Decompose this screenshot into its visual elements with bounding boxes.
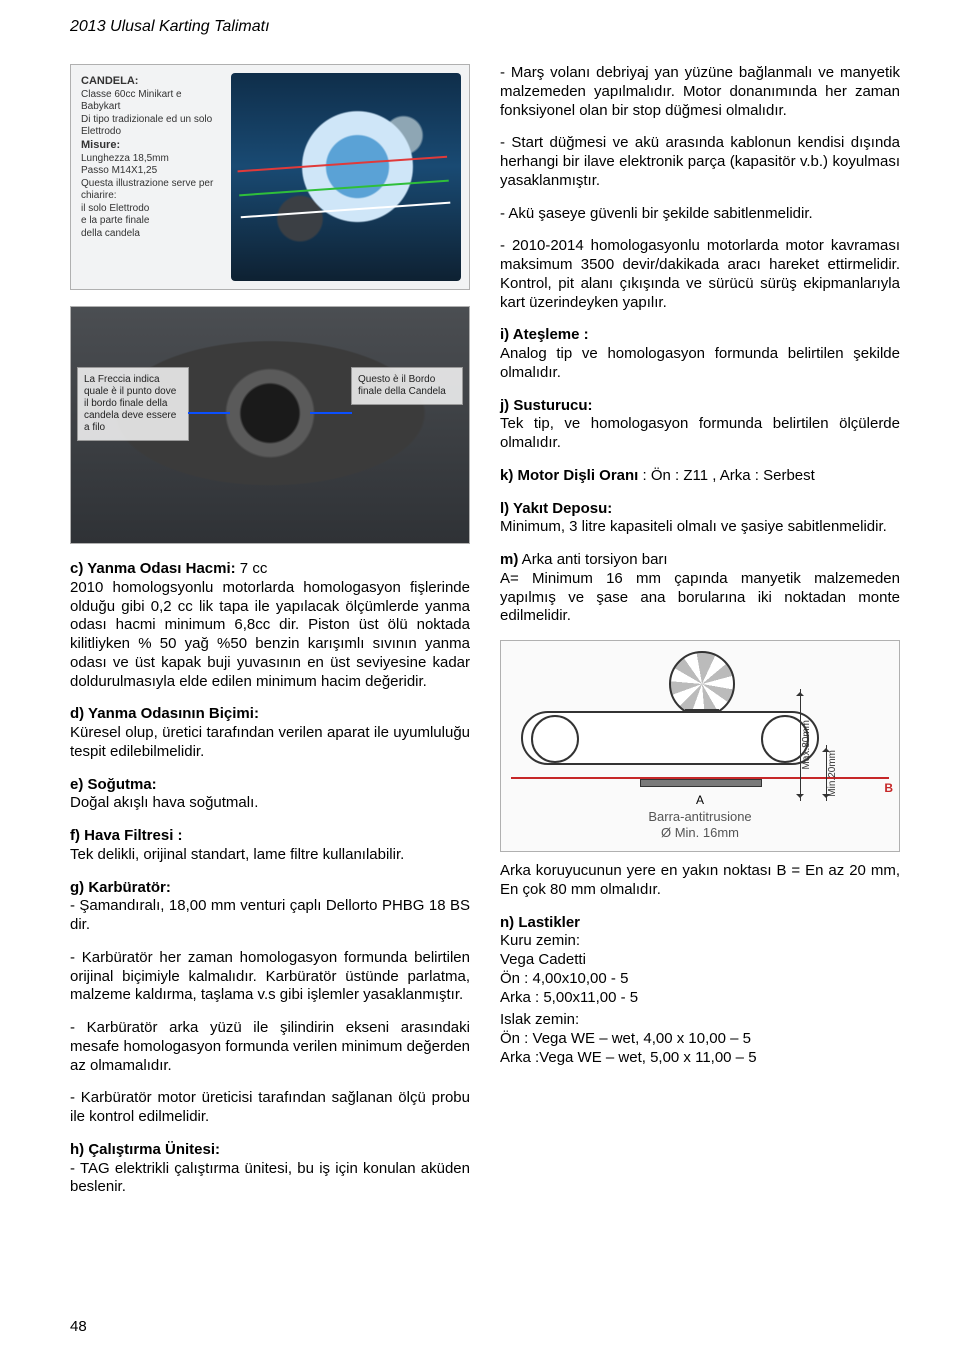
section-l-body: Minimum, 3 litre kapasiteli olmalı ve şa… [500, 518, 887, 535]
n-dry1: Vega Cadetti [500, 951, 586, 968]
section-h: h) Çalıştırma Ünitesi: - TAG elektrikli … [70, 1141, 470, 1197]
section-g-p3: - Karbüratör motor üreticisi tarafından … [70, 1089, 470, 1127]
tech-dimensions: Max.80mm Min.20mm [825, 665, 893, 785]
section-j: j) Susturucu: Tek tip, ve homologasyon f… [500, 397, 900, 453]
fig1-line7: il solo Elettrodo [81, 203, 149, 214]
figure-candela-image [231, 73, 461, 281]
section-f: f) Hava Filtresi : Tek delikli, orijinal… [70, 827, 470, 865]
section-g-p1: - Karbüratör her zaman homologasyon form… [70, 949, 470, 1005]
n-wet1: Ön : Vega WE – wet, 4,00 x 10,00 – 5 [500, 1030, 751, 1047]
fig1-line6: Questa illustrazione serve per chiarire: [81, 178, 213, 202]
figure-candela-caption: CANDELA: Classe 60cc Minikart e Babykart… [81, 75, 221, 240]
section-i-body: Analog tip ve homologasyon formunda beli… [500, 345, 900, 381]
section-i: i) Ateşleme : Analog tip ve homologasyon… [500, 326, 900, 382]
tech-dim-min: Min.20mm [826, 745, 893, 801]
fig1-line2: Di tipo tradizionale ed un solo Elettrod… [81, 114, 212, 138]
n-wet2: Arka :Vega WE – wet, 5,00 x 11,00 – 5 [500, 1049, 757, 1066]
section-h-body: - TAG elektrikli çalıştırma ünitesi, bu … [70, 1160, 470, 1196]
fig1-line1: Classe 60cc Minikart e Babykart [81, 89, 182, 113]
section-k-body: : Ön : Z11 , Arka : Serbest [638, 467, 814, 484]
tech-top-wheel [669, 651, 735, 717]
right-p1: - Marş volanı debriyaj yan yüzüne bağlan… [500, 64, 900, 120]
right-p3: - Akü şaseye güvenli bir şekilde sabitle… [500, 205, 900, 224]
fig1-line5: Passo M14X1,25 [81, 165, 157, 176]
section-l: l) Yakıt Deposu: Minimum, 3 litre kapasi… [500, 500, 900, 538]
n-dry2: Ön : 4,00x10,00 - 5 [500, 970, 628, 987]
fig1-line4: Lunghezza 18,5mm [81, 153, 169, 164]
n-dry3: Arka : 5,00x11,00 - 5 [500, 989, 638, 1006]
section-m-body: A= Minimum 16 mm çapında manyetik malzem… [500, 570, 900, 625]
tech-body [521, 711, 819, 765]
tech-label-a: A [696, 793, 704, 807]
figure-bordo-left-caption: La Freccia indica quale è il punto dove … [77, 367, 189, 441]
figure-bordo: La Freccia indica quale è il punto dove … [70, 306, 470, 544]
section-c: c) Yanma Odası Hacmi: 7 cc 2010 homologs… [70, 560, 470, 691]
fig1-title: CANDELA: [81, 75, 138, 87]
section-c-body: 2010 homologsyonlu motorlarda homologasy… [70, 579, 470, 690]
section-d-body: Küresel olup, üretici tarafından verilen… [70, 724, 470, 760]
section-n-wet: Islak zemin: Ön : Vega WE – wet, 4,00 x … [500, 1011, 900, 1067]
section-g: g) Karbüratör: - Şamandıralı, 18,00 mm v… [70, 879, 470, 935]
tech-label-barra: Barra-antitrusione Ø Min. 16mm [648, 809, 751, 840]
fig1-line8: e la parte finale [81, 215, 149, 226]
fig1-line3: Misure: [81, 139, 120, 151]
section-e: e) Soğutma: Doğal akışlı hava soğutmalı. [70, 776, 470, 814]
section-d: d) Yanma Odasının Biçimi: Küresel olup, … [70, 705, 470, 761]
page-header: 2013 Ulusal Karting Talimatı [70, 18, 900, 36]
right-p4: - 2010-2014 homologasyonlu motorlarda mo… [500, 237, 900, 312]
section-j-body: Tek tip, ve homologasyon formunda belirt… [500, 415, 900, 451]
tech-bar-a [640, 779, 762, 787]
right-p2: - Start düğmesi ve akü arasında kablonun… [500, 134, 900, 190]
fig1-line9: della candela [81, 228, 140, 239]
section-n: n) Lastikler Kuru zemin: Vega Cadetti Ön… [500, 914, 900, 1008]
section-f-body: Tek delikli, orijinal standart, lame fil… [70, 846, 404, 863]
figure-anti-torsion: B A Barra-antitrusione Ø Min. 16mm Max.8… [500, 640, 900, 852]
figure-bordo-right-caption: Questo è il Bordo finale della Candela [351, 367, 463, 405]
section-k: k) Motor Dişli Oranı : Ön : Z11 , Arka :… [500, 467, 900, 486]
figure-candela: CANDELA: Classe 60cc Minikart e Babykart… [70, 64, 470, 290]
n-wet: Islak zemin: [500, 1011, 579, 1028]
section-e-body: Doğal akışlı hava soğutmalı. [70, 794, 258, 811]
section-m: m) Arka anti torsiyon barı A= Minimum 16… [500, 551, 900, 626]
page-number: 48 [70, 1318, 87, 1335]
n-dry: Kuru zemin: [500, 932, 580, 949]
figure-anti-torsion-caption: Arka koruyucunun yere en yakın noktası B… [500, 862, 900, 900]
section-g-p2: - Karbüratör arka yüzü ile şilindirin ek… [70, 1019, 470, 1075]
section-g-body: - Şamandıralı, 18,00 mm venturi çaplı De… [70, 897, 470, 933]
